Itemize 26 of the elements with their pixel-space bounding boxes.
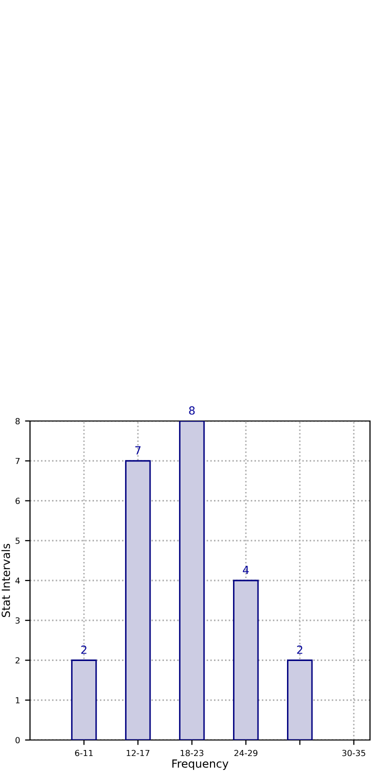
bar [71,660,97,740]
bar [179,421,205,740]
data-label: 2 [81,646,86,654]
data-label: 7 [135,446,141,454]
y-tick-label: 6 [16,498,20,504]
y-tick-label: 8 [16,418,20,424]
bar [233,580,259,740]
y-axis-title: Stat Intervals [1,544,10,617]
x-tick-label: 24-29 [234,750,258,756]
x-tick-label: 18-23 [180,750,204,756]
x-tick-label: 6-11 [75,750,93,756]
y-tick-label: 7 [16,458,20,464]
data-label: 4 [242,566,249,574]
y-tick-label: 1 [16,697,20,704]
data-label: 2 [297,646,302,654]
bar [125,460,151,740]
x-tick-label: 30-35 [342,750,366,756]
y-tick-label: 0 [16,736,20,744]
x-axis-title: Frequency [172,760,228,770]
y-tick-label: 4 [15,578,20,584]
data-label: 8 [189,406,195,415]
y-tick-label: 5 [16,538,20,544]
x-tick-label: 12-17 [126,750,150,756]
bar [287,660,313,740]
y-tick-label: 2 [16,657,20,664]
y-tick-label: 3 [16,617,20,624]
